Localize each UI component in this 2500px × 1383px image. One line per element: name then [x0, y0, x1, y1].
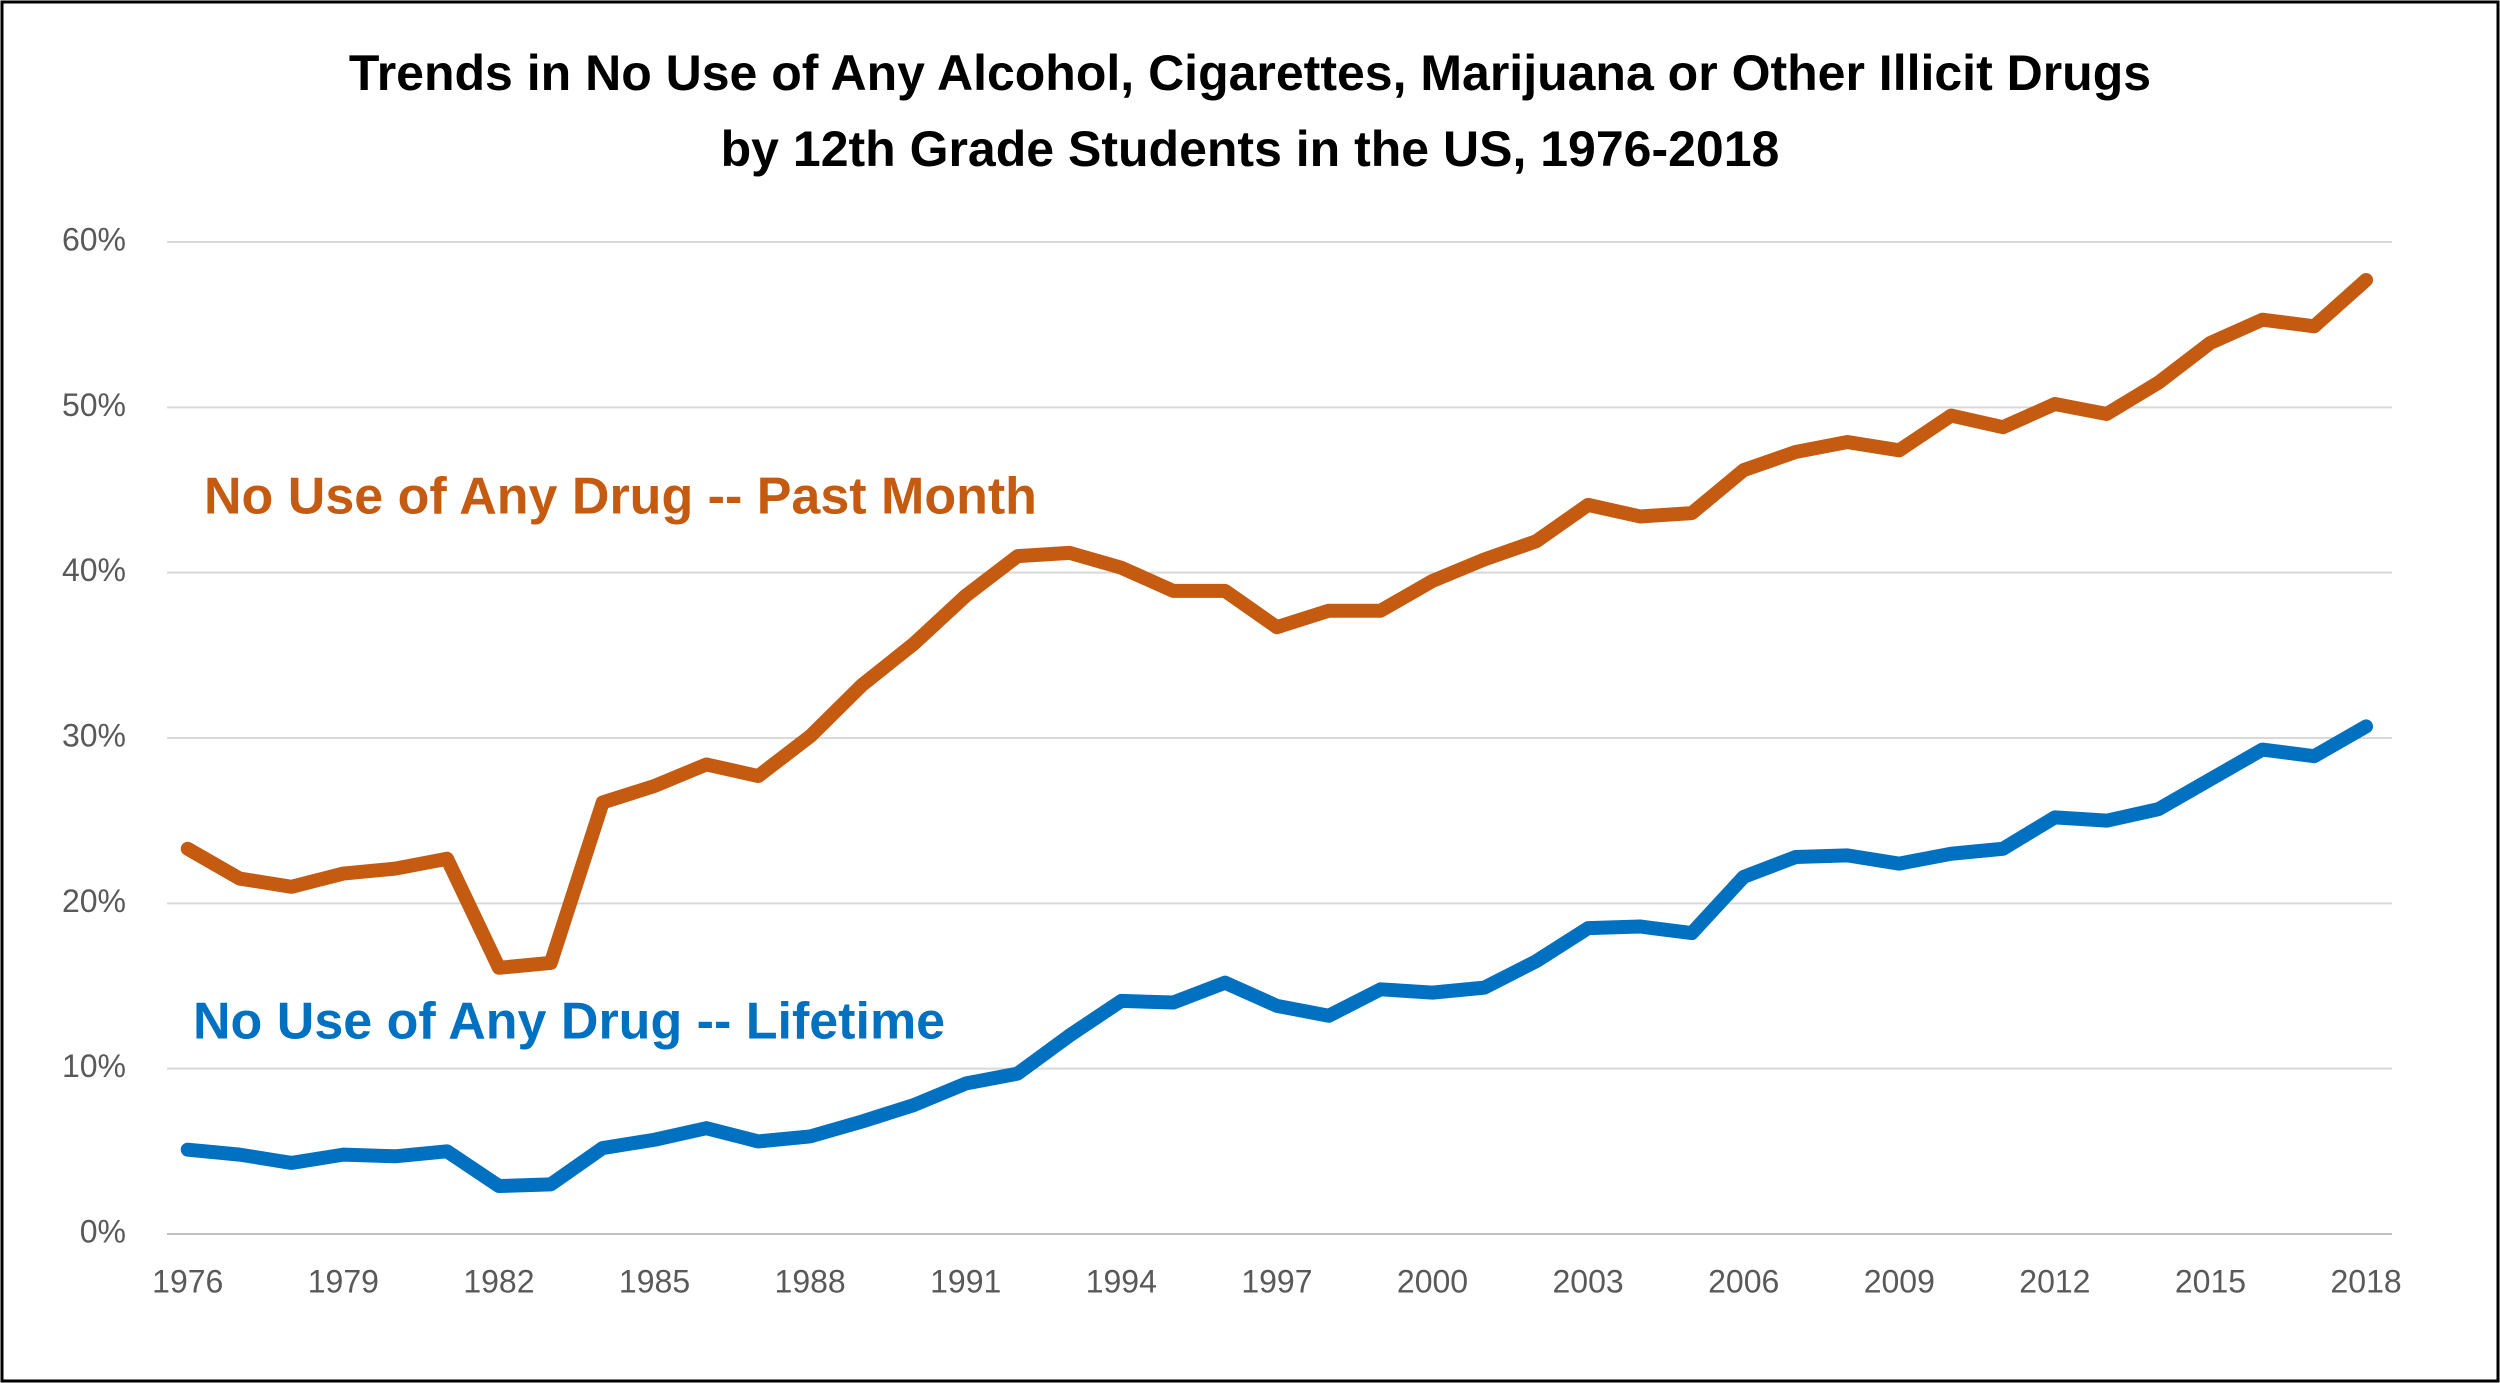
y-tick-label: 60%	[62, 221, 126, 257]
x-tick-label: 2006	[1708, 1263, 1779, 1299]
series-label: No Use of Any Drug -- Past Month	[204, 468, 1037, 526]
series-line	[180, 273, 2374, 975]
x-tick-label: 2000	[1397, 1263, 1468, 1299]
y-tick-label: 0%	[80, 1213, 126, 1249]
x-tick-label: 1994	[1086, 1263, 1157, 1299]
y-tick-label: 40%	[62, 552, 126, 588]
y-tick-label: 50%	[62, 387, 126, 423]
x-tick-label: 1997	[1241, 1263, 1312, 1299]
y-tick-label: 30%	[62, 717, 126, 753]
x-tick-label: 1988	[775, 1263, 846, 1299]
x-tick-label: 2015	[2175, 1263, 2246, 1299]
y-tick-label: 20%	[62, 883, 126, 919]
x-tick-label: 2003	[1553, 1263, 1624, 1299]
x-tick-label: 1979	[308, 1263, 379, 1299]
x-tick-label: 2018	[2330, 1263, 2401, 1299]
x-tick-label: 2009	[1864, 1263, 1935, 1299]
x-tick-label: 1991	[930, 1263, 1001, 1299]
series-line	[180, 719, 2374, 1194]
series-label: No Use of Any Drug -- Lifetime	[193, 993, 945, 1051]
y-tick-label: 10%	[62, 1048, 126, 1084]
chart-title: by 12th Grade Students in the US, 1976-2…	[721, 121, 1780, 177]
x-tick-label: 1985	[619, 1263, 690, 1299]
chart-title: Trends in No Use of Any Alcohol, Cigaret…	[349, 45, 2151, 101]
x-tick-label: 1982	[463, 1263, 534, 1299]
x-tick-label: 1976	[152, 1263, 223, 1299]
x-tick-label: 2012	[2019, 1263, 2090, 1299]
